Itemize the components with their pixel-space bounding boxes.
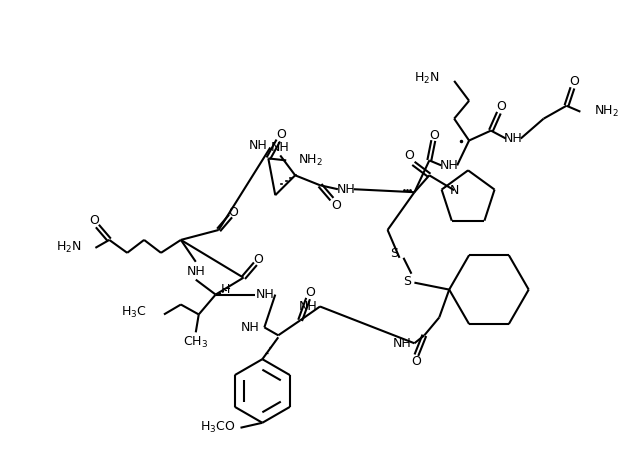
Text: O: O: [412, 354, 421, 368]
Text: NH: NH: [271, 141, 290, 154]
Text: NH: NH: [186, 265, 205, 278]
Text: H: H: [221, 283, 230, 296]
Text: NH: NH: [256, 288, 275, 301]
Text: O: O: [429, 129, 439, 142]
Text: NH: NH: [504, 132, 522, 145]
Text: O: O: [276, 128, 286, 141]
Text: N: N: [449, 184, 459, 197]
Text: H$_3$CO: H$_3$CO: [200, 420, 236, 435]
Text: O: O: [305, 286, 315, 299]
Text: NH: NH: [440, 159, 459, 172]
Text: H$_2$N: H$_2$N: [56, 240, 81, 255]
Text: NH: NH: [299, 300, 317, 313]
Text: H$_3$C: H$_3$C: [120, 305, 146, 320]
Text: S: S: [403, 275, 412, 288]
Text: NH: NH: [337, 183, 355, 196]
Text: S: S: [390, 247, 399, 260]
Text: O: O: [570, 75, 579, 88]
Text: O: O: [90, 213, 99, 226]
Text: H$_2$N: H$_2$N: [413, 71, 439, 87]
Text: NH: NH: [249, 139, 268, 152]
Text: NH$_2$: NH$_2$: [298, 153, 323, 168]
Text: O: O: [496, 100, 506, 113]
Text: O: O: [331, 198, 341, 212]
Text: O: O: [404, 149, 414, 162]
Text: NH: NH: [393, 337, 412, 350]
Text: O: O: [253, 253, 263, 266]
Text: O: O: [228, 206, 239, 219]
Text: NH$_2$: NH$_2$: [595, 104, 620, 119]
Text: CH$_3$: CH$_3$: [183, 335, 209, 350]
Text: NH: NH: [241, 321, 260, 334]
